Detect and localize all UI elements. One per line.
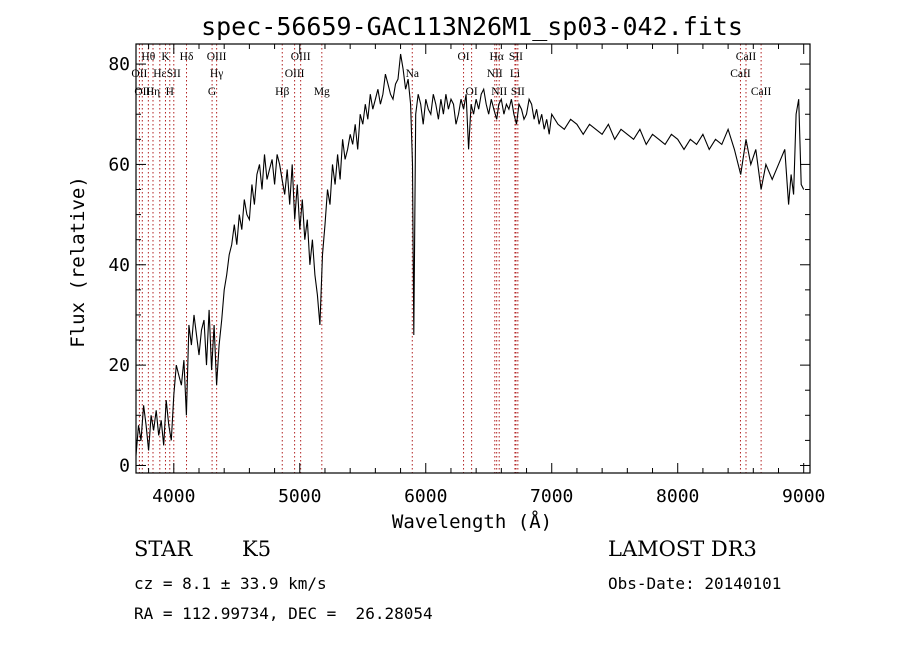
line-marker-label: OII bbox=[131, 68, 147, 80]
line-marker-label: Mg bbox=[314, 86, 330, 98]
line-marker-labels: OIIOIIHθHηHεKHSIIHδGOIIIHγHβOIIIOIIIMgNa… bbox=[131, 51, 771, 98]
survey-name: LAMOST DR3 bbox=[608, 537, 757, 561]
line-marker-label: CaII bbox=[736, 51, 757, 63]
line-marker-label: Li bbox=[510, 68, 520, 80]
x-axis-ticks: 4000 5000 6000 7000 8000 9000 bbox=[148, 44, 825, 507]
line-marker-label: SII bbox=[509, 51, 523, 63]
plot-frame bbox=[135, 43, 811, 474]
line-marker-label: NII bbox=[491, 86, 507, 98]
y-tick-label: 20 bbox=[108, 355, 130, 376]
line-marker-label: OIII bbox=[285, 68, 305, 80]
chart-title: spec-56659-GAC113N26M1_sp03-042.fits bbox=[201, 12, 743, 41]
x-tick-label: 7000 bbox=[530, 486, 573, 507]
line-marker-label: Hδ bbox=[180, 51, 194, 63]
line-markers bbox=[138, 44, 762, 473]
line-marker-label: OI bbox=[466, 86, 478, 98]
line-marker-label: OI bbox=[457, 51, 469, 63]
line-marker-label: CaII bbox=[751, 86, 772, 98]
y-tick-label: 80 bbox=[108, 54, 130, 75]
x-axis-label: Wavelength (Å) bbox=[392, 510, 552, 533]
x-tick-label: 6000 bbox=[404, 486, 447, 507]
line-marker-label: Hε bbox=[153, 68, 166, 80]
line-marker-label: G bbox=[208, 86, 216, 98]
y-axis-ticks: 0 20 40 60 80 bbox=[108, 54, 810, 476]
y-tick-label: 60 bbox=[108, 154, 130, 175]
line-marker-label: NII bbox=[487, 68, 503, 80]
redshift-value: cz = 8.1 ± 33.9 km/s bbox=[134, 574, 327, 593]
line-marker-label: Na bbox=[406, 68, 419, 80]
line-marker-label: Hα bbox=[490, 51, 504, 63]
observation-date: Obs-Date: 20140101 bbox=[608, 574, 782, 593]
line-marker-label: K bbox=[161, 51, 170, 63]
line-marker-label: Hθ bbox=[141, 51, 155, 63]
line-marker-label: OIII bbox=[207, 51, 227, 63]
y-axis-label: Flux (relative) bbox=[67, 176, 89, 348]
line-marker-label: Hβ bbox=[275, 86, 289, 98]
object-class: STAR bbox=[134, 537, 193, 561]
x-tick-label: 5000 bbox=[278, 486, 321, 507]
x-tick-label: 9000 bbox=[782, 486, 825, 507]
x-tick-label: 8000 bbox=[656, 486, 699, 507]
y-tick-label: 0 bbox=[119, 455, 130, 476]
spectrum-line bbox=[135, 53, 805, 456]
line-marker-label: Hγ bbox=[210, 68, 223, 80]
line-marker-label: Hη bbox=[146, 86, 160, 98]
object-subclass: K5 bbox=[242, 537, 272, 561]
line-marker-label: H bbox=[166, 86, 174, 98]
line-marker-label: SII bbox=[511, 86, 525, 98]
line-marker-label: SII bbox=[167, 68, 181, 80]
line-marker-label: CaII bbox=[730, 68, 751, 80]
line-marker-label: OIII bbox=[291, 51, 311, 63]
x-tick-label: 4000 bbox=[152, 486, 195, 507]
coordinates: RA = 112.99734, DEC = 26.28054 bbox=[134, 604, 433, 623]
y-tick-label: 40 bbox=[108, 255, 130, 276]
